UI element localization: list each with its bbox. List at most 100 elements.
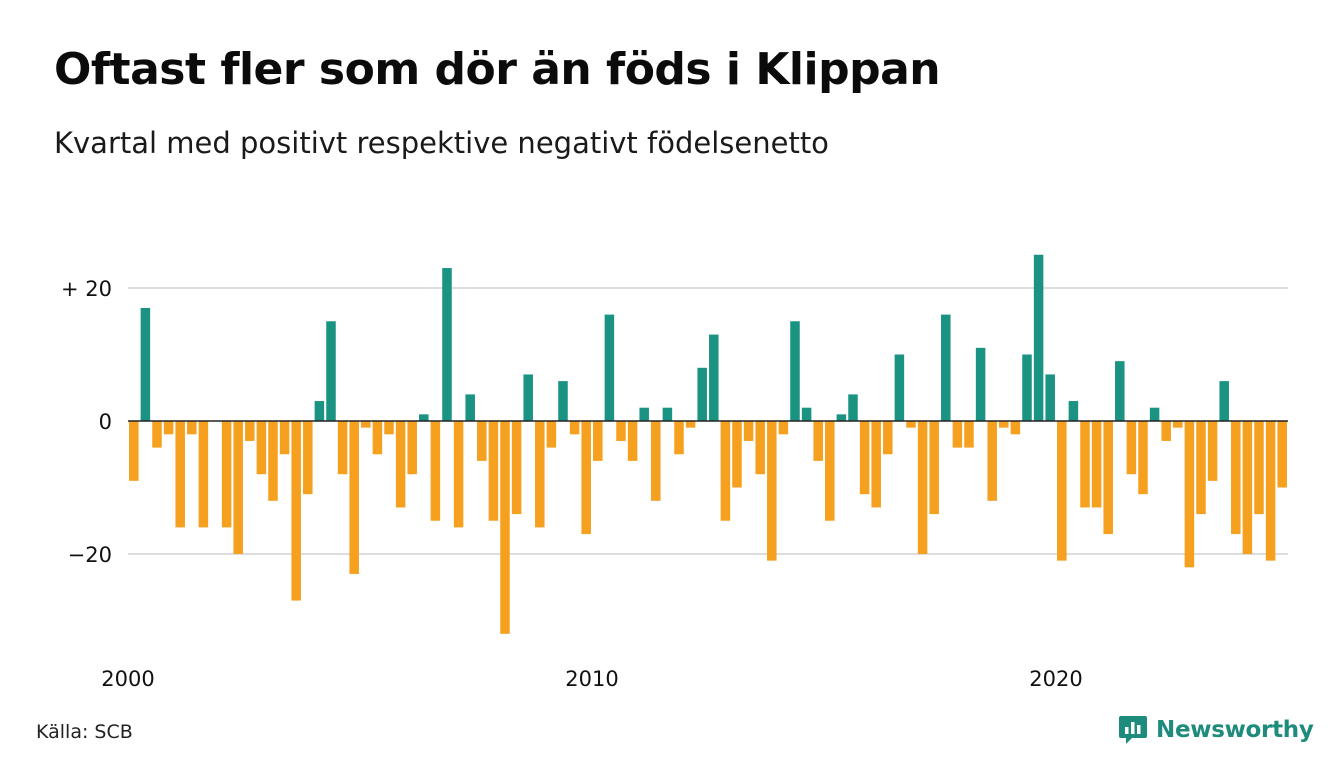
bar bbox=[709, 334, 719, 421]
bar bbox=[732, 421, 742, 488]
bar bbox=[836, 414, 847, 421]
gridlines bbox=[128, 287, 1288, 555]
bar bbox=[279, 421, 290, 455]
source-note: Källa: SCB bbox=[36, 721, 133, 743]
bar bbox=[1080, 421, 1090, 508]
bar bbox=[430, 421, 441, 521]
bar bbox=[1010, 421, 1021, 435]
bar bbox=[755, 421, 765, 475]
bar bbox=[569, 421, 580, 435]
bar bbox=[720, 421, 731, 521]
bar bbox=[163, 421, 174, 435]
bar bbox=[848, 394, 858, 421]
bar bbox=[453, 421, 464, 528]
bar bbox=[790, 321, 800, 421]
bar bbox=[361, 421, 371, 428]
bar bbox=[964, 421, 974, 448]
bar bbox=[233, 421, 243, 554]
bar bbox=[372, 421, 383, 455]
bar bbox=[929, 421, 939, 515]
bar bbox=[175, 421, 185, 528]
bar bbox=[581, 421, 591, 535]
bar bbox=[651, 421, 661, 501]
bar bbox=[627, 421, 638, 461]
bar bbox=[1173, 421, 1183, 428]
bar bbox=[1045, 374, 1055, 421]
newsworthy-logo-icon bbox=[1119, 716, 1147, 744]
bar bbox=[999, 421, 1009, 428]
bar bbox=[291, 421, 301, 601]
bar bbox=[198, 421, 209, 528]
bar bbox=[384, 421, 394, 435]
bar bbox=[1219, 381, 1229, 421]
bar bbox=[1254, 421, 1264, 515]
bar-chart: + 20 0 −20 2000 2010 2020 bbox=[61, 254, 1288, 691]
bar bbox=[604, 314, 615, 421]
bar bbox=[1057, 421, 1067, 561]
bar bbox=[326, 321, 336, 421]
x-tick-label: 2000 bbox=[101, 667, 154, 691]
bar bbox=[349, 421, 359, 574]
bar bbox=[987, 421, 997, 501]
x-tick-label: 2010 bbox=[565, 667, 618, 691]
bar bbox=[140, 307, 151, 421]
bar bbox=[511, 421, 522, 515]
bar bbox=[1265, 421, 1276, 561]
bar bbox=[1207, 421, 1218, 481]
bar bbox=[1033, 254, 1044, 421]
bar bbox=[535, 421, 545, 528]
bar bbox=[1242, 421, 1253, 554]
bar bbox=[906, 421, 916, 428]
bar bbox=[616, 421, 626, 441]
y-tick-label: 0 bbox=[99, 410, 112, 434]
y-tick-label: + 20 bbox=[61, 277, 112, 301]
bar bbox=[743, 421, 754, 441]
bar bbox=[442, 268, 452, 421]
bar bbox=[1126, 421, 1137, 475]
bar bbox=[894, 354, 905, 421]
bar bbox=[477, 421, 487, 461]
bar bbox=[546, 421, 557, 448]
bar bbox=[1149, 407, 1160, 421]
bar bbox=[187, 421, 197, 435]
bar bbox=[1277, 421, 1287, 488]
bar bbox=[245, 421, 255, 441]
bar bbox=[337, 421, 348, 475]
bar bbox=[593, 421, 603, 461]
bar bbox=[314, 401, 325, 421]
bar bbox=[1022, 354, 1032, 421]
bar bbox=[1138, 421, 1148, 495]
x-axis-ticks: 2000 2010 2020 bbox=[101, 667, 1082, 691]
bar bbox=[825, 421, 835, 521]
bar bbox=[975, 347, 986, 421]
bar bbox=[1231, 421, 1241, 535]
bar bbox=[1115, 361, 1125, 421]
bar bbox=[1161, 421, 1171, 441]
chart-subtitle: Kvartal med positivt respektive negativt… bbox=[54, 126, 829, 160]
brand-logo: Newsworthy bbox=[1118, 713, 1314, 747]
y-axis-ticks: + 20 0 −20 bbox=[61, 277, 112, 567]
bar bbox=[1103, 421, 1113, 535]
bar bbox=[395, 421, 406, 508]
bar bbox=[674, 421, 684, 455]
bar bbox=[500, 421, 510, 634]
bar bbox=[952, 421, 963, 448]
bar bbox=[767, 421, 777, 561]
bar bbox=[859, 421, 870, 495]
brand-name: Newsworthy bbox=[1156, 717, 1314, 743]
bar bbox=[256, 421, 267, 475]
bar bbox=[941, 314, 951, 421]
bar bbox=[152, 421, 162, 448]
bar bbox=[813, 421, 823, 461]
bar bbox=[129, 421, 139, 481]
bar bbox=[465, 394, 475, 421]
chart-title: Oftast fler som dör än föds i Klippan bbox=[54, 44, 941, 95]
bar bbox=[697, 367, 707, 421]
bar bbox=[268, 421, 278, 501]
bar bbox=[419, 414, 429, 421]
bar bbox=[1196, 421, 1206, 515]
bar bbox=[523, 374, 533, 421]
bar bbox=[685, 421, 696, 428]
bar bbox=[639, 407, 649, 421]
y-tick-label: −20 bbox=[68, 543, 112, 567]
